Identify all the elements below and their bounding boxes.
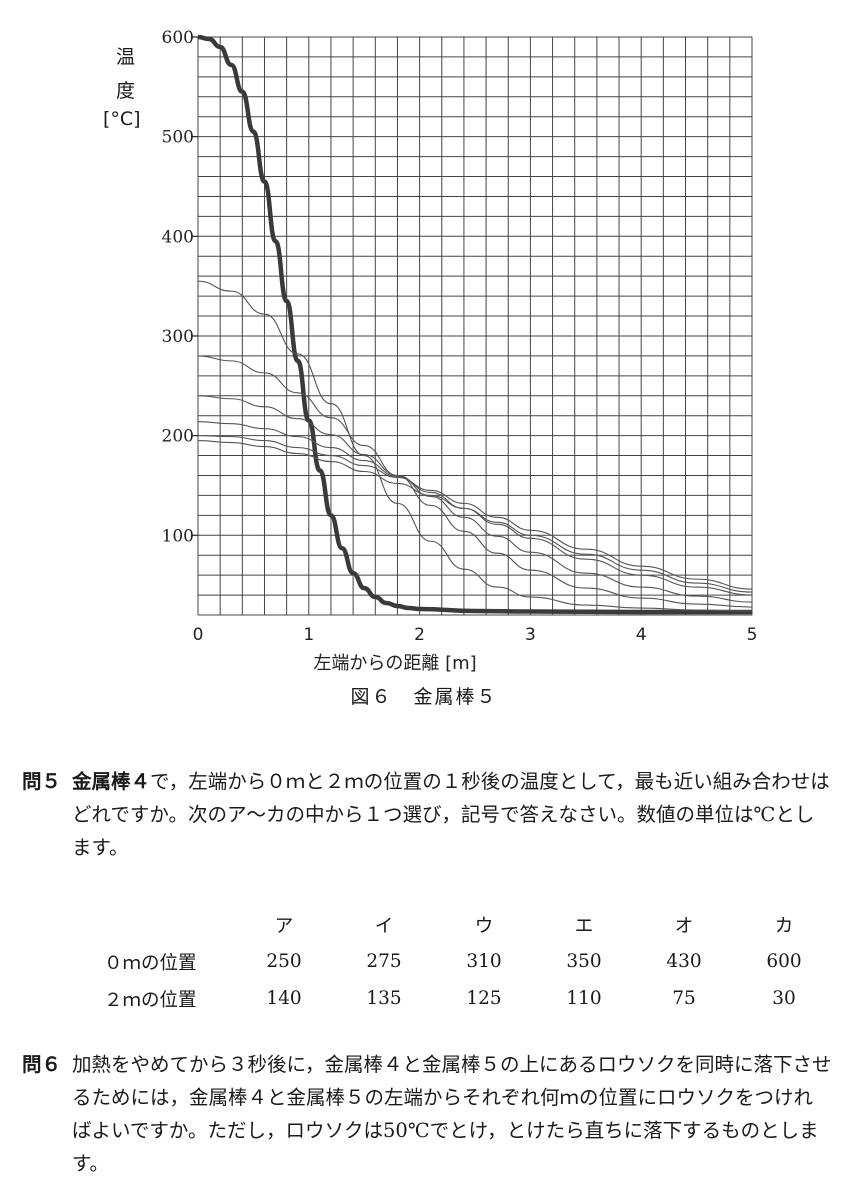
choices-row-0m: ０ｍの位置 250 275 310 350 430 600	[90, 943, 834, 980]
choice-value: 125	[466, 988, 502, 1009]
question-5: 問５ 金属棒４で，左端から０ｍと２ｍの位置の１秒後の温度として，最も近い組み合わ…	[22, 765, 832, 864]
choice-header: ア	[274, 915, 294, 937]
series-line-2	[197, 355, 753, 608]
choice-header: カ	[774, 915, 794, 937]
choice-value: 110	[566, 988, 602, 1009]
y-tick-label: 500	[162, 128, 194, 148]
choice-value: 600	[766, 951, 802, 972]
series-line-3	[197, 395, 753, 603]
x-tick-label: 3	[525, 625, 536, 645]
question-6-number: 問６	[22, 1053, 62, 1076]
choices-table: ア イ ウ エ オ カ ０ｍの位置 250 275 310 350 430 60…	[90, 906, 834, 1017]
series-line-6	[197, 440, 753, 593]
choice-value: 275	[366, 951, 402, 972]
question-5-lead: 金属棒４	[72, 770, 151, 793]
choice-header: イ	[374, 915, 394, 937]
choice-value: 250	[266, 951, 302, 972]
x-tick-label: 5	[747, 625, 758, 645]
choice-value: 350	[566, 951, 602, 972]
choice-value: 140	[266, 988, 302, 1009]
x-tick-label: 4	[636, 625, 647, 645]
x-tick-label: 0	[193, 625, 204, 645]
choice-value: 430	[666, 951, 702, 972]
question-6-text: 加熱をやめてから３秒後に，金属棒４と金属棒５の上にあるロウソクを同時に落下させる…	[72, 1053, 832, 1175]
y-tick-label: 400	[162, 227, 194, 247]
temperature-chart: 100 200 300 400 500 600 0 1 2 3 4 5 左端からの距離 [m]	[162, 28, 758, 674]
choice-value: 310	[466, 951, 502, 972]
choices-row-2m: ２ｍの位置 140 135 125 110 75 30	[90, 980, 834, 1017]
choice-header: オ	[674, 915, 694, 937]
figure-caption: 図６ 金属棒５	[350, 686, 498, 708]
question-6: 問６ 加熱をやめてから３秒後に，金属棒４と金属棒５の上にあるロウソクを同時に落下…	[22, 1048, 832, 1180]
y-axis-label-char-3: [°C]	[103, 108, 141, 130]
x-tick-label: 1	[303, 625, 314, 645]
choice-value: 75	[672, 988, 696, 1009]
x-axis-label: 左端からの距離 [m]	[313, 653, 476, 674]
y-tick-label: 300	[162, 327, 194, 347]
question-5-text: 金属棒４で，左端から０ｍと２ｍの位置の１秒後の温度として，最も近い組み合わせはど…	[72, 765, 832, 864]
choices-header-row: ア イ ウ エ オ カ	[90, 906, 834, 943]
y-axis-label-char-1: 温	[116, 46, 136, 68]
y-tick-label: 200	[162, 427, 194, 447]
question-5-body: で，左端から０ｍと２ｍの位置の１秒後の温度として，最も近い組み合わせはどれですか…	[72, 770, 830, 859]
question-5-number: 問５	[22, 770, 62, 793]
series-line-main	[197, 34, 752, 615]
choice-header: ウ	[474, 915, 494, 937]
series-line-5	[197, 435, 753, 590]
choice-value: 30	[772, 988, 796, 1009]
choice-header: エ	[574, 915, 594, 937]
row-label: ０ｍの位置	[104, 952, 197, 974]
x-tick-label: 2	[414, 625, 425, 645]
series-line-4	[197, 421, 753, 596]
row-label: ２ｍの位置	[104, 989, 197, 1011]
y-axis-label-char-2: 度	[116, 80, 136, 102]
series-line-1	[197, 280, 753, 612]
choice-value: 135	[366, 988, 402, 1009]
y-tick-label: 100	[162, 526, 194, 546]
y-tick-label: 600	[162, 28, 194, 48]
